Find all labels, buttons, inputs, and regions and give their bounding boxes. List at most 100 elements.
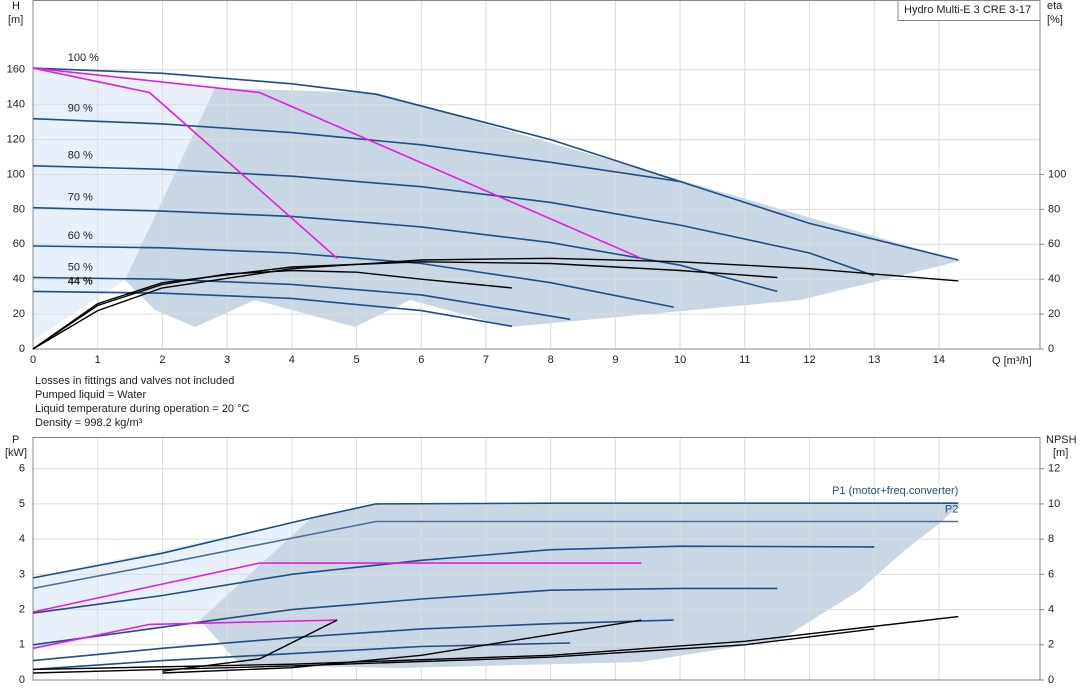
curve [32, 619, 338, 650]
curve-label: 90 % [68, 103, 93, 115]
y2-tick-label: 8 [1048, 533, 1054, 545]
x-tick-label: 10 [674, 354, 686, 366]
curve [32, 562, 642, 613]
y-axis-label: P [12, 434, 19, 446]
y-tick-label: 3 [19, 568, 25, 580]
note: Liquid temperature during operation = 20… [35, 403, 250, 415]
operating-area [125, 88, 960, 327]
x-tick-label: 13 [868, 354, 880, 366]
plot-frame [32, 0, 1041, 350]
y-tick-label: 0 [19, 674, 25, 686]
y-tick-label: 40 [13, 273, 25, 285]
curve-label: 80 % [68, 150, 93, 162]
y2-tick-label: 4 [1048, 603, 1054, 615]
curve [32, 502, 959, 579]
curve [32, 245, 674, 308]
y2-tick-label: 100 [1048, 168, 1066, 180]
y-tick-label: 6 [19, 463, 25, 475]
light-area [33, 519, 310, 650]
operating-area [200, 504, 960, 668]
curve [162, 619, 642, 674]
light-area [33, 69, 215, 340]
y2-axis-unit: [%] [1047, 14, 1063, 26]
curve-label: 44 % [68, 275, 93, 287]
y-tick-label: 60 [13, 238, 25, 250]
x-tick-label: 5 [353, 354, 359, 366]
x-tick-label: 12 [803, 354, 815, 366]
curve [32, 261, 778, 350]
y-tick-label: 0 [19, 343, 25, 355]
x-tick-label: 14 [933, 354, 945, 366]
x-tick-label: 0 [30, 354, 36, 366]
curve [32, 290, 513, 328]
y2-tick-label: 20 [1048, 308, 1060, 320]
y-axis-unit: [m] [8, 14, 23, 26]
x-tick-label: 1 [95, 354, 101, 366]
x-tick-label: 7 [483, 354, 489, 366]
curve [32, 628, 875, 674]
note: Density = 998.2 kg/m³ [35, 417, 143, 429]
y-axis-label: H [12, 0, 20, 12]
x-axis-label: Q [m³/h] [992, 355, 1032, 367]
y2-tick-label: 80 [1048, 203, 1060, 215]
y-tick-label: 160 [7, 64, 25, 76]
y-tick-label: 20 [13, 308, 25, 320]
x-tick-label: 11 [739, 354, 750, 366]
y2-tick-label: 6 [1048, 568, 1054, 580]
curve-label: 100 % [68, 52, 99, 64]
y-tick-label: 2 [19, 603, 25, 615]
curves [32, 67, 959, 674]
y2-tick-label: 60 [1048, 238, 1060, 250]
x-tick-label: 4 [289, 354, 295, 366]
y2-axis-unit: [m] [1053, 447, 1068, 459]
curve [32, 269, 512, 350]
x-tick-label: 6 [418, 354, 424, 366]
x-tick-label: 3 [224, 354, 230, 366]
curve [32, 545, 875, 614]
curve [32, 67, 642, 260]
y2-axis-label: eta [1047, 0, 1063, 12]
curve [32, 276, 571, 321]
curve-label: 60 % [68, 230, 93, 242]
grid [32, 0, 1044, 681]
y-tick-label: 80 [13, 203, 25, 215]
y-tick-label: 140 [7, 99, 25, 111]
curve [32, 619, 674, 662]
note: Pumped liquid = Water [35, 389, 147, 401]
y-tick-label: 1 [19, 639, 25, 651]
y2-tick-label: 40 [1048, 273, 1060, 285]
y-tick-label: 5 [19, 498, 25, 510]
curve [32, 587, 778, 646]
y-axis-unit: [kW] [5, 447, 27, 459]
y2-tick-label: 10 [1048, 498, 1060, 510]
x-tick-label: 8 [548, 354, 554, 366]
curve-label: 50 % [68, 261, 93, 273]
curve-label: P2 [945, 503, 958, 515]
curve [32, 117, 681, 183]
y2-axis-label: NPSH [1046, 434, 1077, 446]
curve-label: P1 (motor+freq.converter) [832, 485, 958, 497]
y-tick-label: 120 [7, 134, 25, 146]
curve [32, 520, 959, 590]
curve [32, 257, 959, 350]
y-tick-label: 100 [7, 168, 25, 180]
curve [32, 165, 875, 277]
y2-tick-label: 0 [1048, 674, 1054, 686]
y2-tick-label: 2 [1048, 639, 1054, 651]
x-tick-label: 2 [159, 354, 165, 366]
y-tick-label: 4 [19, 533, 25, 545]
curve [32, 642, 571, 671]
model-box [897, 0, 1041, 21]
curve [32, 67, 338, 259]
labels: 0 1 2 3 4 5 6 7 8 9 10 11 12 13 1402040608010012014016… [7, 52, 1067, 686]
y2-tick-label: 12 [1048, 463, 1060, 475]
x-tick-label: 9 [612, 354, 618, 366]
model-name: Hydro Multi-E 3 CRE 3-17 [904, 4, 1031, 16]
plot-frame [32, 437, 1041, 681]
y2-tick-label: 0 [1048, 343, 1054, 355]
curve-label: 70 % [68, 192, 93, 204]
curve [32, 67, 959, 261]
curve [32, 206, 778, 293]
curve [162, 619, 338, 672]
